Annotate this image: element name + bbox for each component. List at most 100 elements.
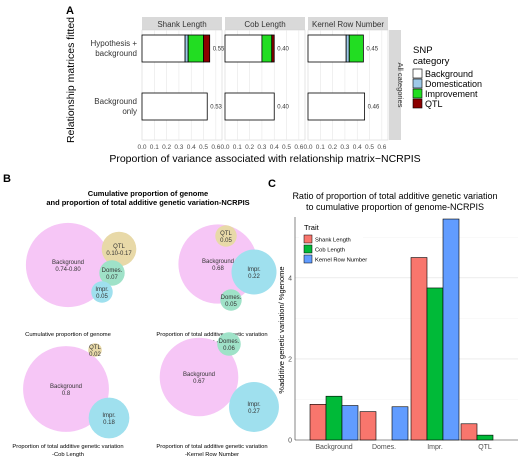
bubble-caption: -Kernel Row Number [185,452,239,457]
bubble-impr [231,249,277,295]
total-label: 0.40 [277,105,289,111]
x-tick-label: 0.0 [220,144,229,151]
bubble-background [25,222,111,308]
legend-swatch [303,234,313,244]
total-label: 0.46 [368,105,380,111]
panel-c-title: to cumulative proportion of genome-NCRPI… [306,202,484,212]
bubble-label: Background [202,259,234,265]
bar-background-only [307,92,366,121]
legend-swatch [412,88,423,99]
bar-shank-length [410,257,428,441]
y-axis-title: %additive genetic variation/ %genome [277,266,286,393]
bubble-qtl [101,231,137,267]
x-tick-label: 0.5 [282,144,291,151]
bubble-value: 0.05 [225,302,237,308]
facet-strip [308,17,388,30]
x-tick-label: 0.2 [245,144,254,151]
bubble-caption: -Cob Length [52,452,84,457]
bar-segment-improvement [187,34,204,63]
bar-segment-domestication [345,34,350,63]
bubble-background [23,346,109,432]
bar-segment-improvement [348,34,364,63]
x-tick-label: 0.1 [150,144,159,151]
bubble-impr [229,382,279,432]
bubble-qtl [88,343,102,357]
bubble-label: QTL [89,345,101,351]
bar-background-only [224,92,275,121]
bubble-value: 0.06 [223,346,235,352]
y-tick-label: 4 [288,275,292,282]
x-tick-label: 0.1 [233,144,242,151]
bubble-background [159,337,239,417]
panel-b-title: and proportion of total additive genetic… [46,198,249,207]
bubble-label: Impr. [247,402,261,408]
bubble-impr [88,397,130,439]
bubble-label: Background [183,372,215,378]
row-strip [389,30,401,140]
category-label: Background [94,97,137,106]
bubble-label: Background [52,260,84,266]
x-tick-label: 0.6 [211,144,220,151]
x-tick-label: 0.1 [316,144,325,151]
bubble-impr [91,281,113,303]
panel-label-c: C [268,178,276,190]
bar-segment-background [141,34,186,63]
x-tick-label: QTL [478,444,492,451]
bar-segment-improvement [261,34,273,63]
x-tick-label: 0.2 [162,144,171,151]
bar-kernel-row-number [341,405,359,441]
bubble-label: Domes. [102,268,123,274]
legend-entry: Domestication [425,79,482,89]
bar-shank-length [309,404,327,441]
legend-entry: Background [425,69,473,79]
panel-b-title: Cumulative proportion of genome [88,189,208,198]
bubble-label: Domes. [219,339,240,345]
bubble-label: Impr. [247,267,261,273]
category-label: background [95,49,137,58]
y-tick-label: 2 [288,356,292,363]
bubble-value: 0.67 [193,379,205,385]
bubble-label: Background [50,384,82,390]
panel-label-a: A [66,5,74,17]
legend-swatch [303,244,313,254]
legend-swatch [412,78,423,89]
x-tick-label: 0.3 [257,144,266,151]
bubble-value: 0.8 [62,391,71,397]
bubble-value: 0.02 [89,352,101,358]
y-tick-label: 0 [288,438,292,445]
legend-entry: Shank Length [315,238,351,244]
bar-kernel-row-number [391,406,409,441]
x-tick-label: 0.5 [199,144,208,151]
x-tick-label: 0.0 [303,144,312,151]
bar-cob-length [476,434,494,441]
bubble-value: 0.68 [212,266,224,272]
bubble-caption: Proportion of total additive genetic var… [156,332,267,338]
category-label: Hypothesis + [91,39,138,48]
bubble-value: 0.22 [248,274,260,280]
bubble-caption: Cumulative proportion of genome [25,332,111,338]
bar-cob-length [426,287,444,441]
x-tick-label: 0.2 [328,144,337,151]
bubble-label: Impr. [95,287,109,293]
legend-entry: Cob Length [315,248,345,254]
panel-c: C Ratio of proportion of total additive g… [268,178,518,451]
bubble-value: 0.05 [220,238,232,244]
category-label: only [122,107,137,116]
total-label: 0.45 [366,47,378,53]
total-label: 0.53 [210,105,222,111]
bubble-value: 0.27 [248,409,260,415]
x-tick-label: 0.4 [187,144,196,151]
bubble-label: Domes. [221,295,242,301]
bar-segment-qtl [203,34,211,63]
legend-title: SNP [413,45,433,56]
bubble-value: 0.05 [96,294,108,300]
y-axis-title: Relationship matrices fitted [65,17,77,143]
x-tick-label: Domes. [372,444,396,451]
legend-swatch [412,98,423,109]
bubble-value: 0.07 [106,275,118,281]
bar-segment-background [307,34,347,63]
x-tick-label: 0.3 [174,144,183,151]
bar-kernel-row-number [442,218,460,441]
